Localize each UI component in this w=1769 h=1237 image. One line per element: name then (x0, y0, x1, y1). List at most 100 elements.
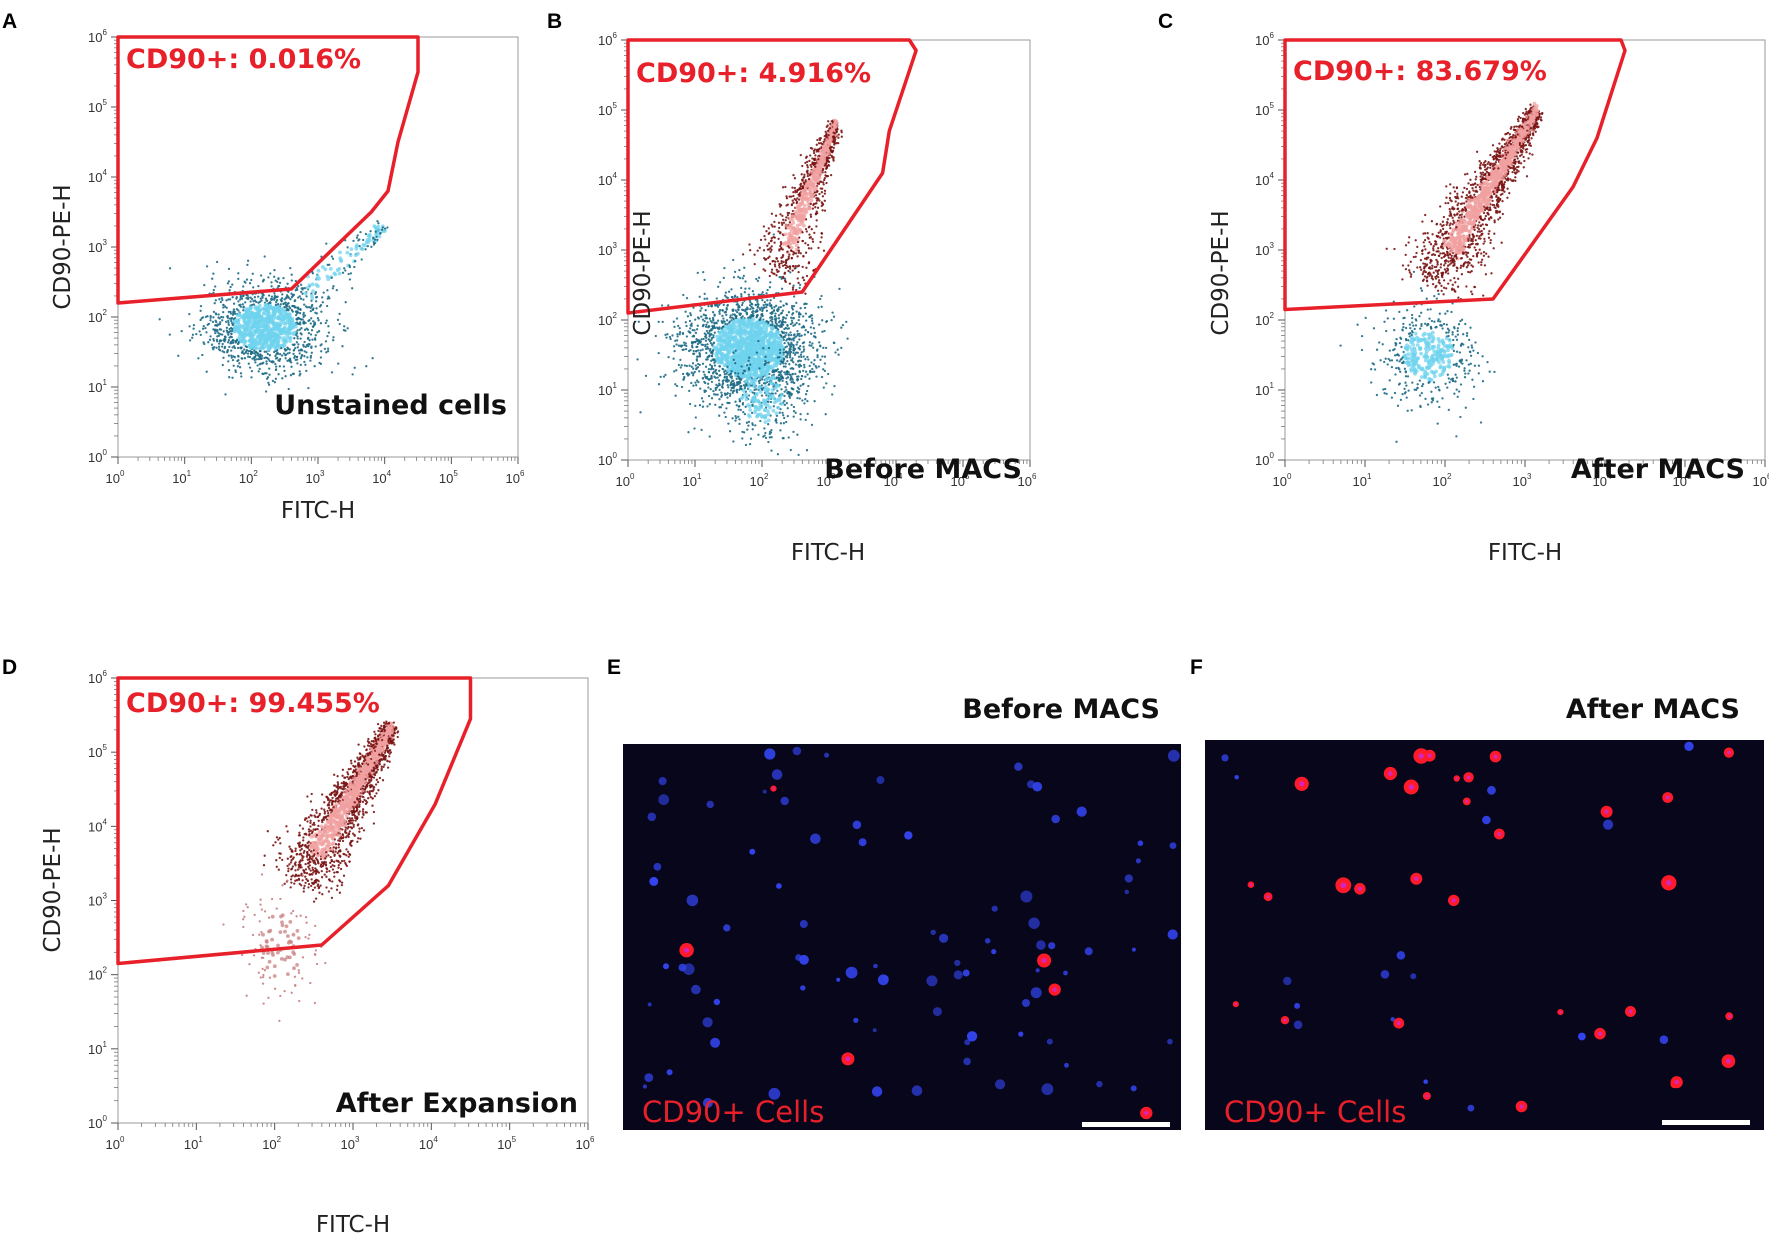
scatter-point (282, 302, 285, 305)
scatter-point (797, 313, 801, 316)
scatter-point (293, 299, 296, 303)
scatter-point (759, 405, 764, 410)
scatter-point (212, 328, 215, 331)
scatter-point (286, 326, 291, 331)
scatter-point (246, 326, 251, 331)
scatter-point (780, 320, 784, 324)
scatter-point (734, 400, 737, 403)
scatter-point (770, 245, 773, 248)
scatter-point (800, 377, 803, 381)
scatter-point (742, 274, 745, 278)
scatter-point (799, 384, 802, 387)
scatter-point (199, 318, 202, 322)
scatter-point (816, 354, 819, 357)
scatter-point (304, 305, 308, 308)
scatter-point (216, 329, 219, 332)
scatter-point (781, 309, 784, 312)
scatter-point (217, 345, 221, 348)
scatter-point (802, 341, 806, 344)
scatter-point (217, 348, 221, 351)
scatter-point (753, 388, 756, 392)
scatter-point (688, 330, 691, 334)
scatter-point (821, 209, 824, 212)
scatter-point (242, 318, 247, 322)
scatter-point (798, 397, 801, 400)
scatter-point (288, 339, 293, 343)
scatter-point (673, 325, 676, 329)
scatter-point (675, 317, 679, 320)
scatter-point (823, 329, 826, 333)
scatter-point (812, 327, 816, 330)
scatter-point (264, 297, 268, 300)
scatter-point (780, 259, 783, 263)
scatter-point (349, 272, 353, 275)
scatter-point (726, 296, 729, 300)
x-tick-label: 103 (306, 469, 325, 486)
scatter-point (305, 295, 308, 298)
scatter-point (248, 366, 252, 369)
scatter-point (801, 399, 804, 402)
scatter-point (801, 179, 804, 182)
scatter-point (332, 284, 335, 288)
scatter-point (292, 330, 297, 335)
scatter-point (788, 253, 791, 256)
scatter-point (809, 213, 812, 216)
scatter-point (751, 422, 754, 425)
scatter-point (799, 344, 802, 348)
scatter-point (725, 407, 728, 410)
scatter-point (299, 283, 303, 286)
scatter-point (768, 302, 771, 305)
scatter-point (771, 260, 774, 263)
scatter-point (767, 361, 770, 364)
scatter-point (775, 274, 778, 277)
scatter-point (296, 337, 299, 340)
scatter-point (664, 373, 667, 377)
y-tick-label: 100 (598, 451, 617, 468)
scatter-point (823, 362, 827, 365)
scatter-point (799, 418, 802, 421)
scatter-point (240, 346, 243, 349)
scatter-point (310, 329, 314, 332)
scatter-point (367, 234, 372, 239)
scatter-point (791, 378, 794, 381)
scatter-point (288, 351, 291, 354)
scatter-point (320, 310, 323, 313)
scatter-point (682, 293, 685, 297)
scatter-point (757, 379, 761, 383)
scatter-point (796, 341, 799, 344)
scatter-point (228, 317, 232, 320)
scatter-point (778, 266, 781, 269)
scatter-point (738, 353, 743, 358)
scatter-point (779, 422, 783, 425)
scatter-point (707, 304, 710, 308)
scatter-point (265, 350, 268, 353)
scatter-point (764, 378, 769, 383)
scatter-point (323, 267, 328, 272)
scatter-point (722, 368, 725, 371)
scatter-point (739, 378, 742, 381)
scatter-point (351, 373, 354, 376)
scatter-point (751, 314, 755, 318)
scatter-point (259, 297, 262, 300)
scatter-point (727, 401, 730, 405)
scatter-point (787, 436, 790, 439)
scatter-point (834, 121, 839, 125)
scatter-point (783, 272, 786, 275)
scatter-point (763, 234, 766, 238)
scatter-point (766, 409, 770, 414)
scatter-point (718, 281, 722, 284)
scatter-point (813, 370, 816, 373)
scatter-point (789, 322, 793, 326)
scatter-point (247, 355, 250, 358)
scatter-point (316, 284, 320, 289)
scatter-point (825, 143, 830, 148)
scatter-point (747, 420, 751, 424)
scatter-point (262, 311, 266, 315)
scatter-point (779, 305, 782, 309)
scatter-point (729, 314, 732, 317)
scatter-point (314, 292, 317, 295)
scatter-point (712, 389, 715, 393)
scatter-point (751, 290, 755, 293)
scatter-point (681, 331, 685, 335)
scatter-point (700, 315, 703, 318)
